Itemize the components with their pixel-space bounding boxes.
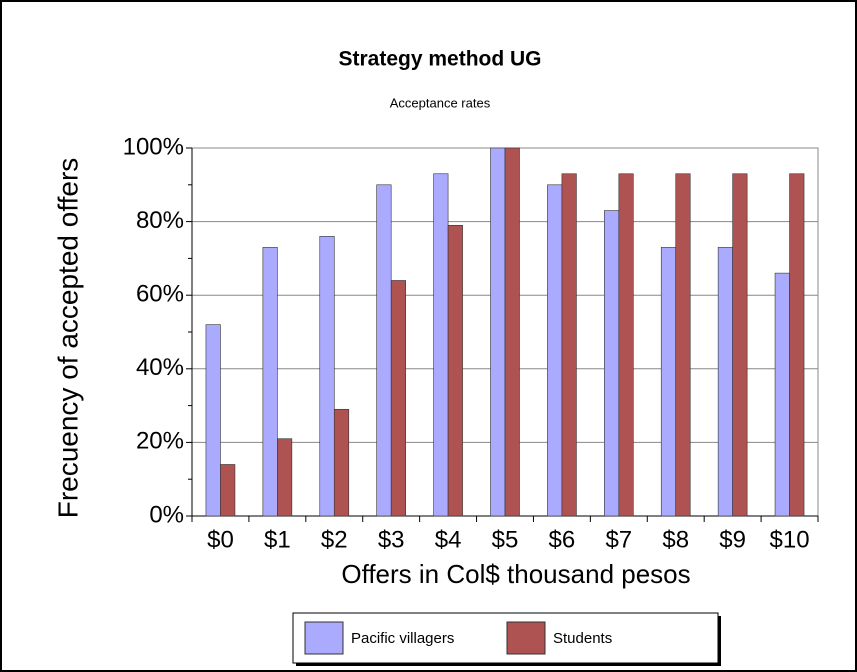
x-tick-label: $9 (719, 526, 746, 553)
bar (262, 247, 278, 517)
bar (490, 147, 506, 517)
legend-label: Pacific villagers (351, 630, 454, 647)
bar (390, 280, 406, 517)
legend-swatch (506, 621, 546, 655)
x-axis-label: Offers in Col$ thousand pesos (341, 559, 690, 589)
x-tick-label: $6 (549, 526, 576, 553)
y-axis-label: Frecuency of accepted offers (52, 158, 83, 519)
bar (561, 173, 577, 517)
y-tick-label: 60% (136, 281, 184, 308)
y-tick-label: 80% (136, 207, 184, 234)
y-tick-label: 0% (149, 501, 184, 528)
bar (732, 173, 748, 517)
bar (774, 272, 790, 517)
x-tick-label: $0 (207, 526, 234, 553)
bar (205, 324, 221, 517)
y-tick-label: 20% (136, 428, 184, 455)
bar (220, 464, 236, 517)
chart-subtitle: Acceptance rates (390, 95, 491, 110)
bar (717, 247, 733, 517)
x-tick-label: $10 (770, 526, 810, 553)
bar (604, 210, 620, 517)
legend-swatch (304, 621, 344, 655)
x-tick-label: $5 (492, 526, 519, 553)
bar (333, 408, 350, 517)
legend (292, 612, 719, 664)
x-tick-label: $3 (378, 526, 405, 553)
bar (618, 173, 634, 517)
y-tick-label: 40% (136, 354, 184, 381)
bar (660, 247, 677, 517)
bar (319, 236, 335, 517)
bar (504, 147, 520, 517)
bar (277, 438, 293, 517)
x-tick-label: $7 (605, 526, 632, 553)
x-tick-label: $1 (264, 526, 291, 553)
legend-label: Students (553, 630, 612, 647)
bar (789, 173, 805, 517)
x-tick-label: $4 (435, 526, 462, 553)
bar (675, 173, 691, 517)
bar (547, 184, 563, 517)
x-tick-label: $8 (662, 526, 689, 553)
y-tick-label: 100% (123, 133, 184, 160)
bar (433, 173, 449, 517)
bar (447, 224, 463, 517)
bar (376, 184, 392, 517)
chart-title: Strategy method UG (338, 48, 541, 71)
x-tick-label: $2 (321, 526, 348, 553)
